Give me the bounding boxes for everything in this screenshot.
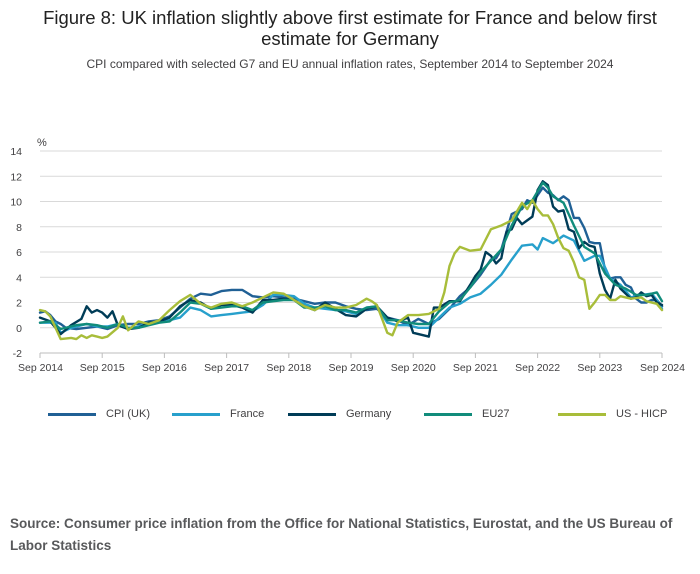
chart-title: Figure 8: UK inflation slightly above fi… <box>43 7 657 49</box>
y-tick-label: 2 <box>16 298 22 310</box>
y-tick-label: 12 <box>10 171 22 183</box>
legend-label: US - HICP <box>616 408 668 420</box>
y-tick-label: -2 <box>13 348 22 360</box>
y-tick-label: 6 <box>16 247 22 259</box>
x-tick-label: Sep 2016 <box>142 362 187 374</box>
x-tick-label: Sep 2017 <box>204 362 249 374</box>
series-line-eu27 <box>38 181 664 331</box>
legend-swatch <box>172 412 220 416</box>
y-tick-label: 8 <box>16 222 22 234</box>
legend-item-us-hicp[interactable]: US - HICP <box>558 408 667 420</box>
chart-plot: -2 0 2 4 6 8 10 12 14% Sep 2014 Sep 2015 Sep 2016 Se… <box>10 137 685 374</box>
legend-swatch <box>48 412 96 416</box>
x-tick-label: Sep 2023 <box>577 362 622 374</box>
x-tick-label: Sep 2014 <box>18 362 63 374</box>
legend-label: CPI (UK) <box>106 408 150 420</box>
x-tick-label: Sep 2020 <box>391 362 436 374</box>
y-tick-label: 4 <box>16 272 22 284</box>
x-tick-label: Sep 2019 <box>329 362 374 374</box>
y-tick-label: 0 <box>16 323 22 335</box>
series-line-germany <box>38 180 664 338</box>
legend-label: Germany <box>346 408 392 420</box>
legend-swatch <box>424 412 472 416</box>
x-tick-label: Sep 2015 <box>80 362 125 374</box>
legend-item-cpi-uk[interactable]: CPI (UK) <box>48 408 150 420</box>
x-tick-label: Sep 2018 <box>266 362 311 374</box>
y-tick-label: 10 <box>10 197 22 209</box>
legend-item-france[interactable]: France <box>172 408 264 420</box>
series-line-cpi-uk <box>38 186 664 331</box>
x-tick-label: Sep 2022 <box>515 362 560 374</box>
legend-label: EU27 <box>482 408 510 420</box>
legend-item-germany[interactable]: Germany <box>288 408 391 420</box>
y-tick-label: 14 <box>10 146 22 158</box>
legend-swatch <box>288 412 336 416</box>
source-note: Source: Consumer price inflation from th… <box>10 516 673 553</box>
x-tick-label: Sep 2024 <box>640 362 685 374</box>
chart-subtitle: CPI compared with selected G7 and EU ann… <box>86 57 614 71</box>
legend-item-eu27[interactable]: EU27 <box>424 408 510 420</box>
series-line-us-hicp <box>38 199 664 341</box>
legend-label: France <box>230 408 265 420</box>
legend-swatch <box>558 412 606 416</box>
x-tick-label: Sep 2021 <box>453 362 498 374</box>
chart-legend: CPI (UK) France Germany EU27 US - HICP <box>48 408 688 426</box>
y-axis-label: % <box>37 137 47 149</box>
